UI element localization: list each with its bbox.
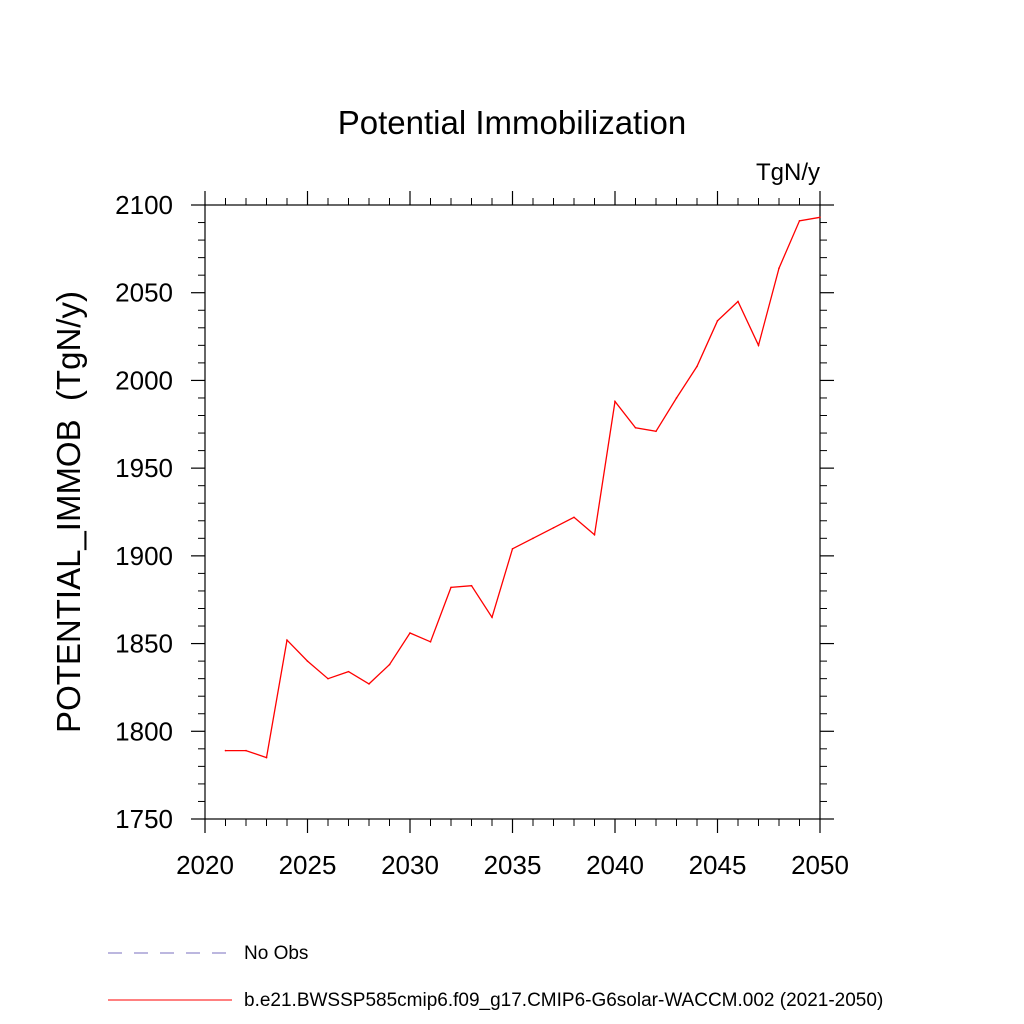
x-tick-label: 2035 [484, 850, 542, 880]
data-point [696, 365, 698, 368]
chart-title: Potential Immobilization [338, 104, 687, 141]
data-point [347, 670, 350, 673]
series-group [224, 216, 821, 759]
y-tick-label: 2100 [115, 190, 173, 220]
data-point [819, 216, 821, 219]
data-point [675, 397, 678, 399]
data-point [224, 749, 227, 752]
data-point [757, 344, 760, 347]
legend: No Obs b.e21.BWSSP585cmip6.f09_g17.CMIP6… [108, 943, 883, 1011]
data-point [634, 426, 637, 429]
x-tick-label: 2045 [689, 850, 747, 880]
data-point [552, 526, 555, 529]
legend-label-series: b.e21.BWSSP585cmip6.f09_g17.CMIP6-G6sola… [244, 990, 883, 1011]
legend-label-no-obs: No Obs [244, 943, 308, 964]
data-point [286, 639, 288, 641]
y-tick-label: 2050 [115, 278, 173, 308]
data-point [716, 319, 719, 322]
x-tick-label: 2025 [279, 850, 337, 880]
data-point [470, 584, 473, 587]
units-label: TgN/y [756, 159, 820, 186]
data-point [306, 660, 309, 662]
series-line [225, 216, 821, 759]
data-point [491, 616, 493, 619]
x-tick-label: 2050 [791, 850, 849, 880]
y-tick-label: 1900 [115, 541, 173, 571]
tick-labels: 2020 2025 2030 2035 2040 2045 2050 1750 1800 1850… [115, 190, 849, 880]
data-point [450, 586, 452, 589]
data-point [798, 219, 801, 222]
data-point [614, 400, 616, 403]
data-point [573, 516, 575, 519]
data-point [778, 267, 780, 269]
axis-ticks [191, 191, 834, 833]
data-point [532, 537, 534, 540]
y-axis-label: POTENTIAL_IMMOB (TgN/y) [50, 291, 87, 733]
data-point [327, 677, 329, 680]
data-point [245, 749, 247, 752]
data-point [368, 683, 370, 685]
data-point [737, 300, 739, 303]
plot-frame [204, 204, 821, 820]
data-point [265, 756, 268, 759]
x-tick-label: 2040 [586, 850, 644, 880]
data-point [511, 548, 514, 550]
y-tick-label: 1850 [115, 629, 173, 659]
data-point [409, 632, 411, 634]
y-tick-label: 2000 [115, 365, 173, 395]
x-tick-label: 2030 [381, 850, 439, 880]
data-point [593, 534, 596, 536]
y-tick-label: 1800 [115, 716, 173, 746]
y-tick-label: 1950 [115, 453, 173, 483]
x-tick-label: 2020 [176, 850, 234, 880]
y-tick-label: 1750 [115, 804, 173, 834]
data-point [429, 641, 432, 643]
data-point [388, 663, 391, 666]
data-point [655, 430, 657, 433]
